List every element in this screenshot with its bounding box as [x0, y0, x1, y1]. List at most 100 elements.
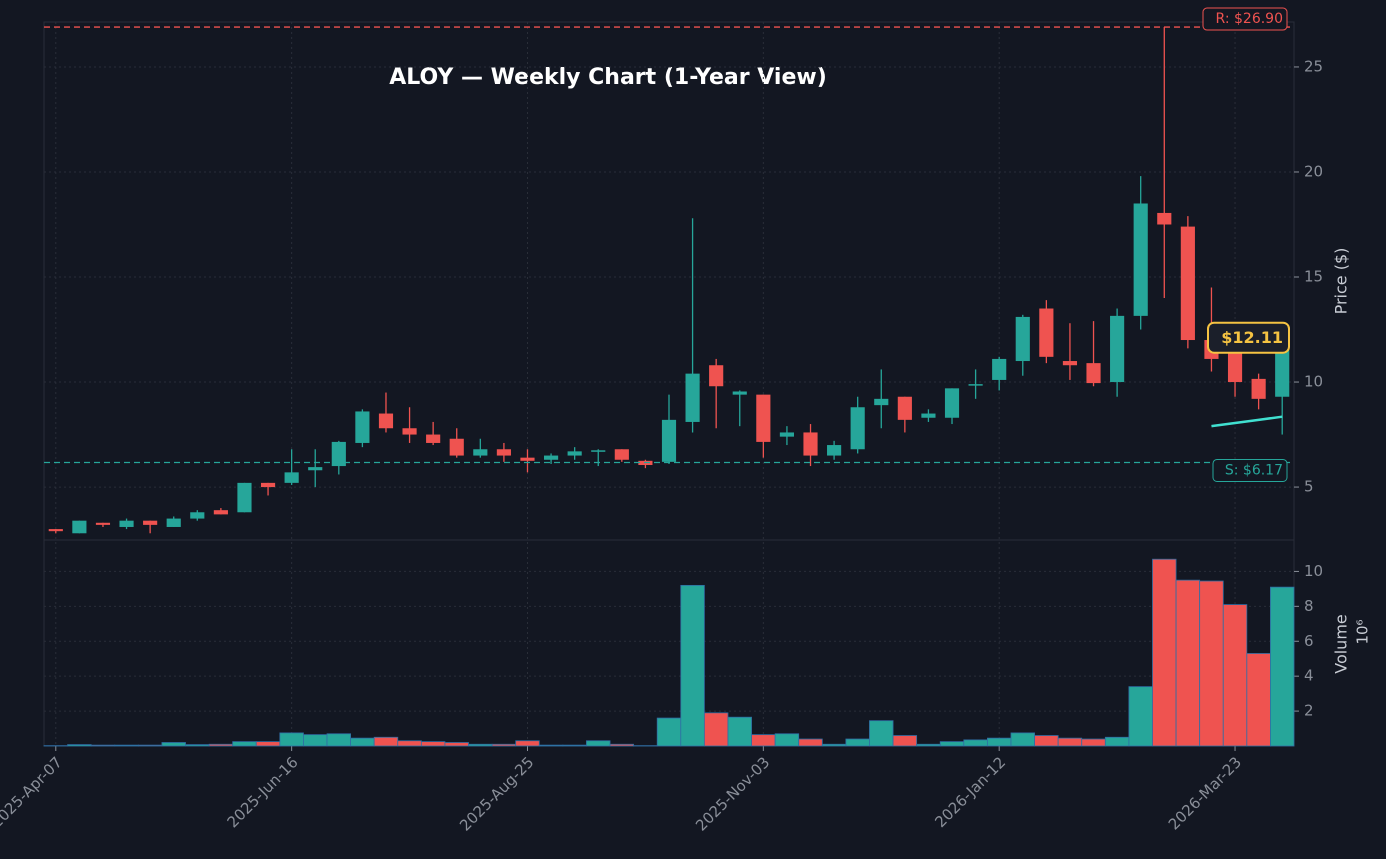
volume-bar	[609, 743, 635, 747]
volume-bar	[161, 742, 186, 747]
volume-bar	[1222, 604, 1248, 747]
volume-bar	[703, 712, 729, 747]
volume-bar	[751, 734, 776, 747]
candle-body	[567, 451, 582, 456]
volume-bar	[420, 741, 446, 747]
candle-body	[827, 445, 842, 456]
candle-body	[1180, 226, 1195, 341]
candle-body	[803, 432, 818, 456]
volume-bar	[727, 716, 752, 747]
candle-body	[72, 520, 87, 534]
volume-bar	[680, 584, 705, 747]
candle-body	[614, 449, 629, 460]
candle-body	[1015, 316, 1030, 362]
volume-bar	[326, 733, 352, 747]
volume-bar	[279, 732, 304, 747]
candle-body	[944, 388, 960, 418]
last-price-box	[1207, 321, 1290, 354]
volume-scale: 10⁶	[1354, 619, 1372, 644]
support-label: S: $6.17	[1225, 462, 1283, 478]
volume-bar	[185, 744, 210, 747]
moving-average-line	[1211, 415, 1283, 428]
candle-body	[779, 432, 794, 437]
volume-bar	[1152, 558, 1177, 747]
candle-body	[48, 529, 63, 532]
resistance-label: R: $26.90	[1216, 11, 1283, 27]
y-tick-label: 5	[1304, 478, 1314, 496]
volume-bar	[774, 733, 800, 747]
candle-body	[166, 518, 181, 527]
volume-bar	[1081, 738, 1106, 747]
volume-bar	[1128, 686, 1153, 747]
volume-bar	[444, 742, 469, 747]
volume-bar	[821, 743, 847, 747]
volume-bar	[468, 743, 493, 747]
candle-body	[661, 419, 677, 462]
volume-bar	[939, 741, 965, 747]
y-tick-label: 20	[1304, 162, 1323, 180]
support-label-box	[1212, 458, 1288, 482]
volume-bar	[986, 737, 1012, 747]
volume-tick-label: 4	[1304, 667, 1314, 685]
volume-bar	[67, 744, 92, 747]
candle-body	[1086, 363, 1101, 384]
candle-body	[591, 450, 606, 452]
candle-body	[237, 482, 252, 513]
volume-bar	[1010, 732, 1035, 747]
volume-bar	[114, 744, 139, 747]
volume-bar	[916, 743, 941, 747]
volume-bar	[232, 741, 257, 747]
volume-bar	[1057, 737, 1083, 747]
volume-bar	[350, 737, 375, 747]
candle-body	[1251, 378, 1266, 399]
volume-bar	[586, 740, 611, 747]
volume-tick-label: 10	[1304, 562, 1323, 580]
candle-body	[685, 373, 700, 422]
volume-tick-label: 6	[1304, 632, 1314, 650]
volume-axis-label: Volume	[1332, 614, 1351, 674]
volume-bar	[892, 735, 918, 747]
volume-bar	[1034, 735, 1059, 747]
candle-body	[355, 411, 370, 443]
volume-bar	[491, 743, 517, 747]
volume-bar	[255, 741, 281, 747]
candle-body	[1039, 308, 1054, 357]
y-tick-label: 25	[1304, 57, 1323, 75]
volume-bar	[869, 720, 894, 747]
candle-body	[1110, 315, 1125, 383]
volume-bar	[1104, 736, 1130, 747]
volume-bar	[845, 738, 870, 747]
volume-bar	[798, 738, 823, 747]
candle-body	[756, 394, 771, 442]
volume-bar	[656, 717, 682, 747]
volume-bar	[515, 740, 540, 747]
candle-body	[544, 455, 559, 460]
candle-body	[260, 482, 276, 488]
resistance-label-box	[1202, 7, 1288, 31]
candle-body	[850, 407, 865, 450]
volume-bar	[1175, 579, 1201, 747]
volume-tick-label: 2	[1304, 702, 1314, 720]
candle-body	[143, 520, 158, 525]
candle-body	[284, 472, 299, 483]
volume-bar	[538, 744, 564, 747]
candle-body	[874, 398, 889, 406]
candle-body	[1157, 212, 1172, 225]
candle-body	[402, 428, 417, 435]
candle-body	[1062, 361, 1078, 366]
candle-body	[213, 510, 228, 515]
candle-body	[378, 413, 394, 429]
candle-body	[95, 522, 111, 525]
volume-bar	[137, 744, 163, 747]
volume-bar	[1246, 653, 1271, 747]
candle-body	[331, 441, 346, 467]
last-price-label: $12.11	[1221, 328, 1283, 347]
candle-body	[709, 365, 724, 387]
volume-bar	[208, 743, 234, 747]
candle-body	[190, 512, 205, 519]
candle-body	[732, 391, 747, 395]
volume-tick-label: 8	[1304, 597, 1314, 615]
candle-body	[520, 457, 535, 461]
volume-bar	[562, 744, 587, 747]
y-tick-label: 15	[1304, 268, 1323, 286]
